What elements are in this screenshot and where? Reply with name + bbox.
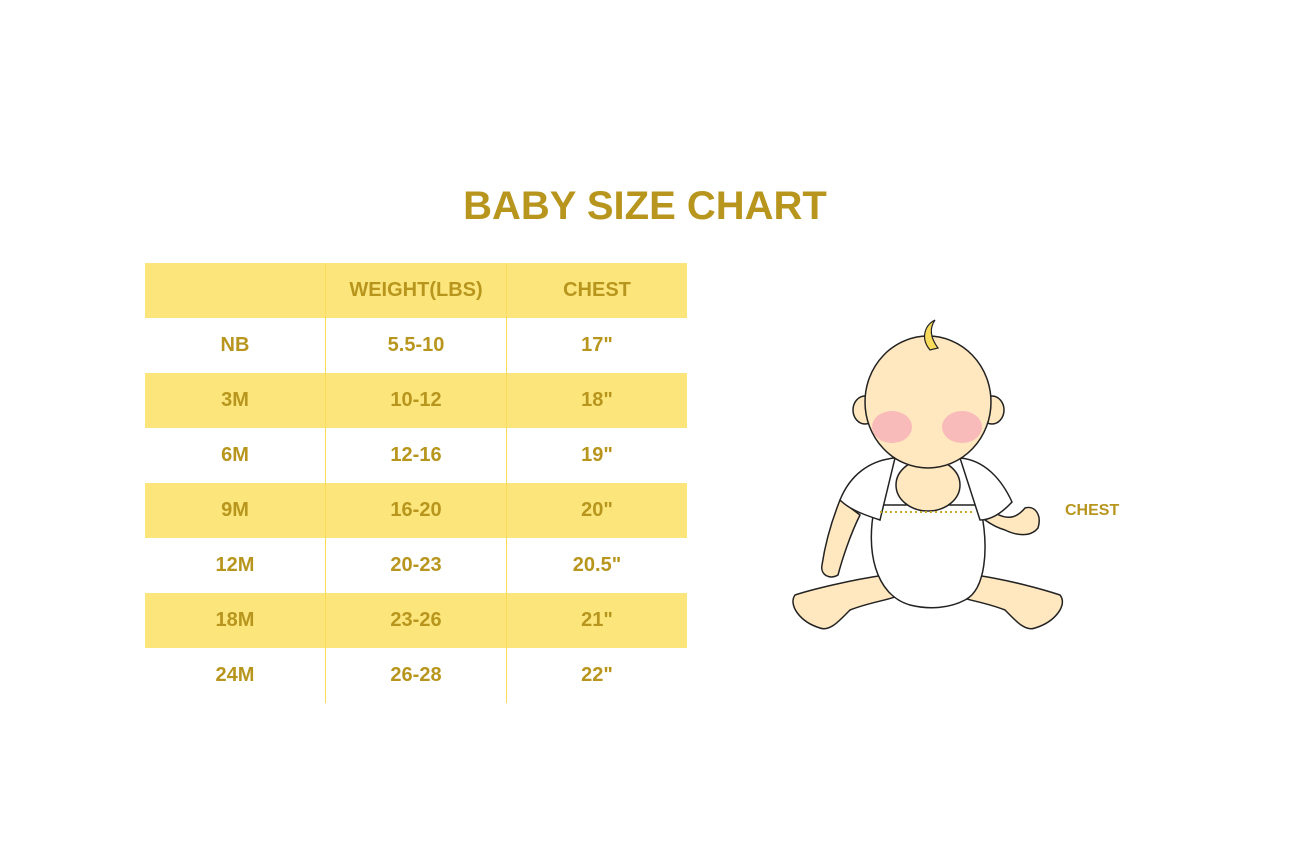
weight-cell: 12-16: [325, 428, 507, 483]
page-title: BABY SIZE CHART: [463, 184, 827, 228]
size-cell: NB: [220, 334, 250, 356]
size-cell: 24M: [215, 664, 255, 686]
chest-cell: 18": [506, 373, 687, 428]
size-cell: 12M: [215, 554, 255, 576]
right-sleeve: [958, 457, 1013, 521]
left-leg: [792, 574, 902, 630]
chest-cell: 20": [506, 483, 687, 538]
chest-cell: 19": [506, 428, 687, 483]
size-cell: 18M: [145, 593, 326, 648]
size-cell: 6M: [221, 444, 249, 466]
weight-cell: 5.5-10: [325, 318, 507, 373]
table-row: 3M 10-12 18": [145, 373, 687, 428]
chest-cell: 17": [506, 318, 687, 373]
body-onesie: [870, 504, 986, 609]
size-cell: 9M: [145, 483, 326, 538]
header-cell: CHEST: [506, 263, 687, 318]
table-row: 24M 26-28 22": [145, 648, 687, 703]
table-row: 6M 12-16 19": [145, 428, 687, 483]
table-header-row: WEIGHT(LBS) CHEST: [145, 263, 687, 318]
table-row: 12M 20-23 20.5": [145, 538, 687, 593]
weight-cell: 26-28: [325, 648, 507, 703]
size-table: WEIGHT(LBS) CHEST NB 5.5-10 17" 3M 10-12 18"…: [145, 263, 687, 703]
weight-cell: 16-20: [325, 483, 507, 538]
right-cheek: [942, 411, 982, 443]
right-leg: [953, 574, 1064, 630]
left-arm: [821, 498, 861, 578]
hair-curl: [923, 319, 940, 351]
head: [864, 335, 992, 469]
header-cell: [145, 263, 326, 318]
chest-label: CHEST: [1065, 502, 1120, 519]
table-row: 18M 23-26 21": [145, 593, 687, 648]
weight-cell: 10-12: [325, 373, 507, 428]
chest-cell: 20.5": [506, 538, 687, 593]
table-row: NB 5.5-10 17": [145, 318, 687, 373]
table-row: 9M 16-20 20": [145, 483, 687, 538]
size-cell: 3M: [145, 373, 326, 428]
left-cheek: [872, 411, 912, 443]
chest-cell: 22": [506, 648, 687, 703]
chest-cell: 21": [506, 593, 687, 648]
weight-cell: 23-26: [325, 593, 507, 648]
weight-cell: 20-23: [325, 538, 507, 593]
right-arm: [984, 506, 1040, 536]
baby-illustration: [792, 319, 1064, 630]
header-cell: WEIGHT(LBS): [325, 263, 507, 318]
